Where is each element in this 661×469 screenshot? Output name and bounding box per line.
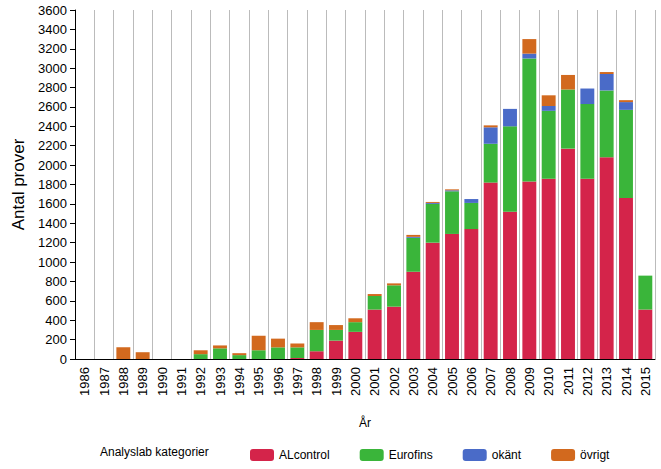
svg-text:okänt: okänt [492, 448, 522, 462]
svg-text:3200: 3200 [38, 41, 67, 56]
svg-text:2006: 2006 [464, 367, 479, 396]
svg-text:2003: 2003 [406, 367, 421, 396]
svg-text:2014: 2014 [619, 367, 634, 396]
svg-text:1990: 1990 [155, 367, 170, 396]
svg-text:3600: 3600 [38, 3, 67, 18]
svg-text:övrigt: övrigt [580, 448, 610, 462]
svg-text:2000: 2000 [348, 367, 363, 396]
svg-text:1991: 1991 [174, 367, 189, 396]
svg-text:1400: 1400 [38, 216, 67, 231]
svg-text:2010: 2010 [541, 367, 556, 396]
svg-text:2005: 2005 [445, 367, 460, 396]
svg-text:1200: 1200 [38, 235, 67, 250]
svg-text:1988: 1988 [116, 367, 131, 396]
svg-text:Analyslab kategorier: Analyslab kategorier [100, 445, 209, 459]
svg-text:1994: 1994 [232, 367, 247, 396]
svg-text:3400: 3400 [38, 22, 67, 37]
svg-text:2011: 2011 [561, 367, 576, 395]
svg-text:1986: 1986 [77, 367, 92, 396]
svg-text:600: 600 [45, 293, 67, 308]
svg-text:1600: 1600 [38, 196, 67, 211]
svg-text:2200: 2200 [38, 138, 67, 153]
svg-text:2800: 2800 [38, 80, 67, 95]
svg-text:200: 200 [45, 332, 67, 347]
svg-text:Antal prover: Antal prover [9, 138, 28, 230]
svg-text:2015: 2015 [638, 367, 653, 396]
svg-text:Eurofins: Eurofins [389, 448, 433, 462]
svg-text:1989: 1989 [135, 367, 150, 396]
svg-text:2012: 2012 [580, 367, 595, 396]
svg-text:2013: 2013 [599, 367, 614, 396]
svg-text:1000: 1000 [38, 255, 67, 270]
svg-text:1998: 1998 [309, 367, 324, 396]
svg-text:År: År [359, 415, 371, 430]
svg-text:1992: 1992 [193, 367, 208, 396]
svg-text:800: 800 [45, 274, 67, 289]
svg-text:2600: 2600 [38, 99, 67, 114]
svg-text:3000: 3000 [38, 61, 67, 76]
svg-text:2000: 2000 [38, 158, 67, 173]
svg-text:2009: 2009 [522, 367, 537, 396]
svg-text:1995: 1995 [251, 367, 266, 396]
svg-text:1993: 1993 [213, 367, 228, 396]
svg-text:1800: 1800 [38, 177, 67, 192]
svg-text:0: 0 [60, 352, 67, 367]
svg-text:2400: 2400 [38, 119, 67, 134]
svg-text:1997: 1997 [290, 367, 305, 396]
svg-text:1987: 1987 [97, 367, 112, 396]
svg-text:2002: 2002 [387, 367, 402, 396]
svg-text:ALcontrol: ALcontrol [279, 448, 330, 462]
svg-text:2007: 2007 [483, 367, 498, 396]
svg-text:400: 400 [45, 313, 67, 328]
svg-text:1999: 1999 [329, 367, 344, 396]
svg-text:2008: 2008 [503, 367, 518, 396]
svg-text:1996: 1996 [271, 367, 286, 396]
svg-text:2001: 2001 [367, 367, 382, 396]
svg-text:2004: 2004 [425, 367, 440, 396]
